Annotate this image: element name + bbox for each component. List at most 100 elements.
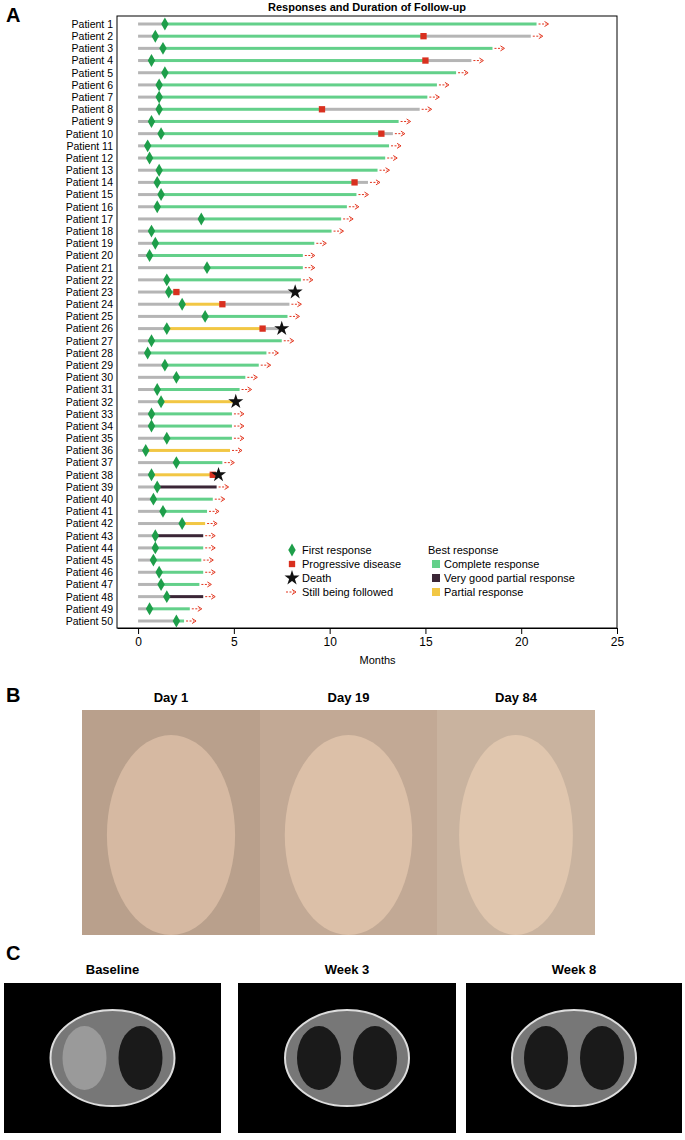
patient-label: Patient 11 xyxy=(66,140,113,152)
y-tick: Patient 49 xyxy=(66,603,117,615)
first-response-marker xyxy=(178,298,185,311)
still-followed-arrow xyxy=(380,168,390,173)
first-response-marker xyxy=(148,334,155,347)
arrow-shaft xyxy=(401,121,409,122)
patient-label: Patient 34 xyxy=(66,420,113,432)
y-tick: Patient 38 xyxy=(66,469,117,481)
first-response-marker xyxy=(178,517,185,530)
x-tick: 5 xyxy=(231,628,238,649)
x-tick-label: 20 xyxy=(515,635,529,649)
arrow-head xyxy=(349,216,353,221)
patient-label: Patient 8 xyxy=(72,103,114,115)
y-tick: Patient 30 xyxy=(66,371,117,383)
arrow-head xyxy=(225,484,229,489)
ct-lung xyxy=(119,1026,163,1090)
arrow-head xyxy=(311,265,315,270)
first-response-marker xyxy=(142,444,149,457)
first-response-marker xyxy=(173,371,180,384)
arrow-head xyxy=(311,253,315,258)
ct-scan xyxy=(238,983,456,1133)
first-response-marker xyxy=(155,164,162,177)
arrow-shaft xyxy=(234,426,242,427)
x-axis-title: Months xyxy=(359,654,396,666)
patient-label: Patient 30 xyxy=(66,371,113,383)
response-bar xyxy=(159,108,322,111)
patient-label: Patient 21 xyxy=(66,262,113,274)
patient-label: Patient 37 xyxy=(66,456,113,468)
arrow-head xyxy=(215,509,219,514)
first-response-marker xyxy=(146,602,153,615)
still-followed-arrow xyxy=(439,82,449,87)
photo-caption: Day 84 xyxy=(495,690,538,705)
patient-label: Patient 46 xyxy=(66,566,113,578)
pre-response-bar xyxy=(138,291,169,294)
patient-label: Patient 10 xyxy=(66,128,113,140)
still-followed-arrow xyxy=(186,619,196,624)
first-response-marker xyxy=(150,554,157,567)
patient-label: Patient 6 xyxy=(72,79,114,91)
ct-body xyxy=(51,1010,175,1106)
x-tick: 10 xyxy=(323,628,337,649)
first-response-marker xyxy=(163,273,170,286)
ct-lung xyxy=(297,1026,341,1090)
y-tick: Patient 8 xyxy=(72,103,117,115)
y-tick: Patient 43 xyxy=(66,530,117,542)
scan-caption: Week 3 xyxy=(325,962,370,977)
arrow-shaft xyxy=(539,24,547,25)
y-tick: Patient 16 xyxy=(66,201,117,213)
response-bar xyxy=(167,327,263,330)
first-response-marker xyxy=(159,42,166,55)
arrow-shaft xyxy=(316,243,324,244)
first-response-marker xyxy=(161,18,168,31)
response-bar xyxy=(155,242,314,245)
legend-symbol xyxy=(286,590,296,595)
y-tick: Patient 23 xyxy=(66,286,117,298)
patient-label: Patient 26 xyxy=(66,322,113,334)
arrow-head xyxy=(355,204,359,209)
death-marker xyxy=(211,467,226,481)
arrow-head xyxy=(401,131,405,136)
arrow-shaft xyxy=(219,486,227,487)
patient-label: Patient 14 xyxy=(66,176,113,188)
y-tick: Patient 5 xyxy=(72,67,117,79)
patient-label: Patient 24 xyxy=(66,298,113,310)
patient-label: Patient 17 xyxy=(66,213,113,225)
response-bar xyxy=(161,583,199,586)
response-bar xyxy=(165,364,259,367)
progression-marker xyxy=(219,301,225,307)
response-bar xyxy=(148,144,389,147)
arrow-head xyxy=(211,594,215,599)
x-tick-label: 10 xyxy=(323,635,337,649)
x-tick-label: 15 xyxy=(419,635,433,649)
first-response-marker xyxy=(157,578,164,591)
y-tick: Patient 9 xyxy=(72,115,117,127)
response-bar xyxy=(148,351,267,354)
patient-label: Patient 9 xyxy=(72,115,114,127)
first-response-marker xyxy=(148,407,155,420)
still-followed-arrow xyxy=(473,58,483,63)
arrow-shaft xyxy=(395,133,403,134)
x-tick: 25 xyxy=(611,628,625,649)
response-bar xyxy=(150,254,303,257)
patient-label: Patient 48 xyxy=(66,590,113,602)
still-followed-arrow xyxy=(234,411,244,416)
scan-caption: Baseline xyxy=(86,962,139,977)
pre-response-bar xyxy=(138,595,167,598)
y-tick: Patient 39 xyxy=(66,481,117,493)
first-response-marker xyxy=(152,541,159,554)
still-followed-arrow xyxy=(387,156,397,161)
response-bar xyxy=(155,534,203,537)
still-followed-arrow xyxy=(494,46,504,51)
arrow-head xyxy=(192,619,196,624)
arrow-shaft xyxy=(429,97,437,98)
first-response-marker xyxy=(155,78,162,91)
arrow-head xyxy=(322,241,326,246)
first-response-marker xyxy=(152,237,159,250)
still-followed-arrow xyxy=(234,424,244,429)
arrow-shaft xyxy=(234,413,242,414)
arrow-shaft xyxy=(242,389,250,390)
arrow-head xyxy=(213,521,217,526)
still-followed-arrow xyxy=(261,363,271,368)
first-response-marker xyxy=(148,468,155,481)
y-tick: Patient 6 xyxy=(72,79,117,91)
